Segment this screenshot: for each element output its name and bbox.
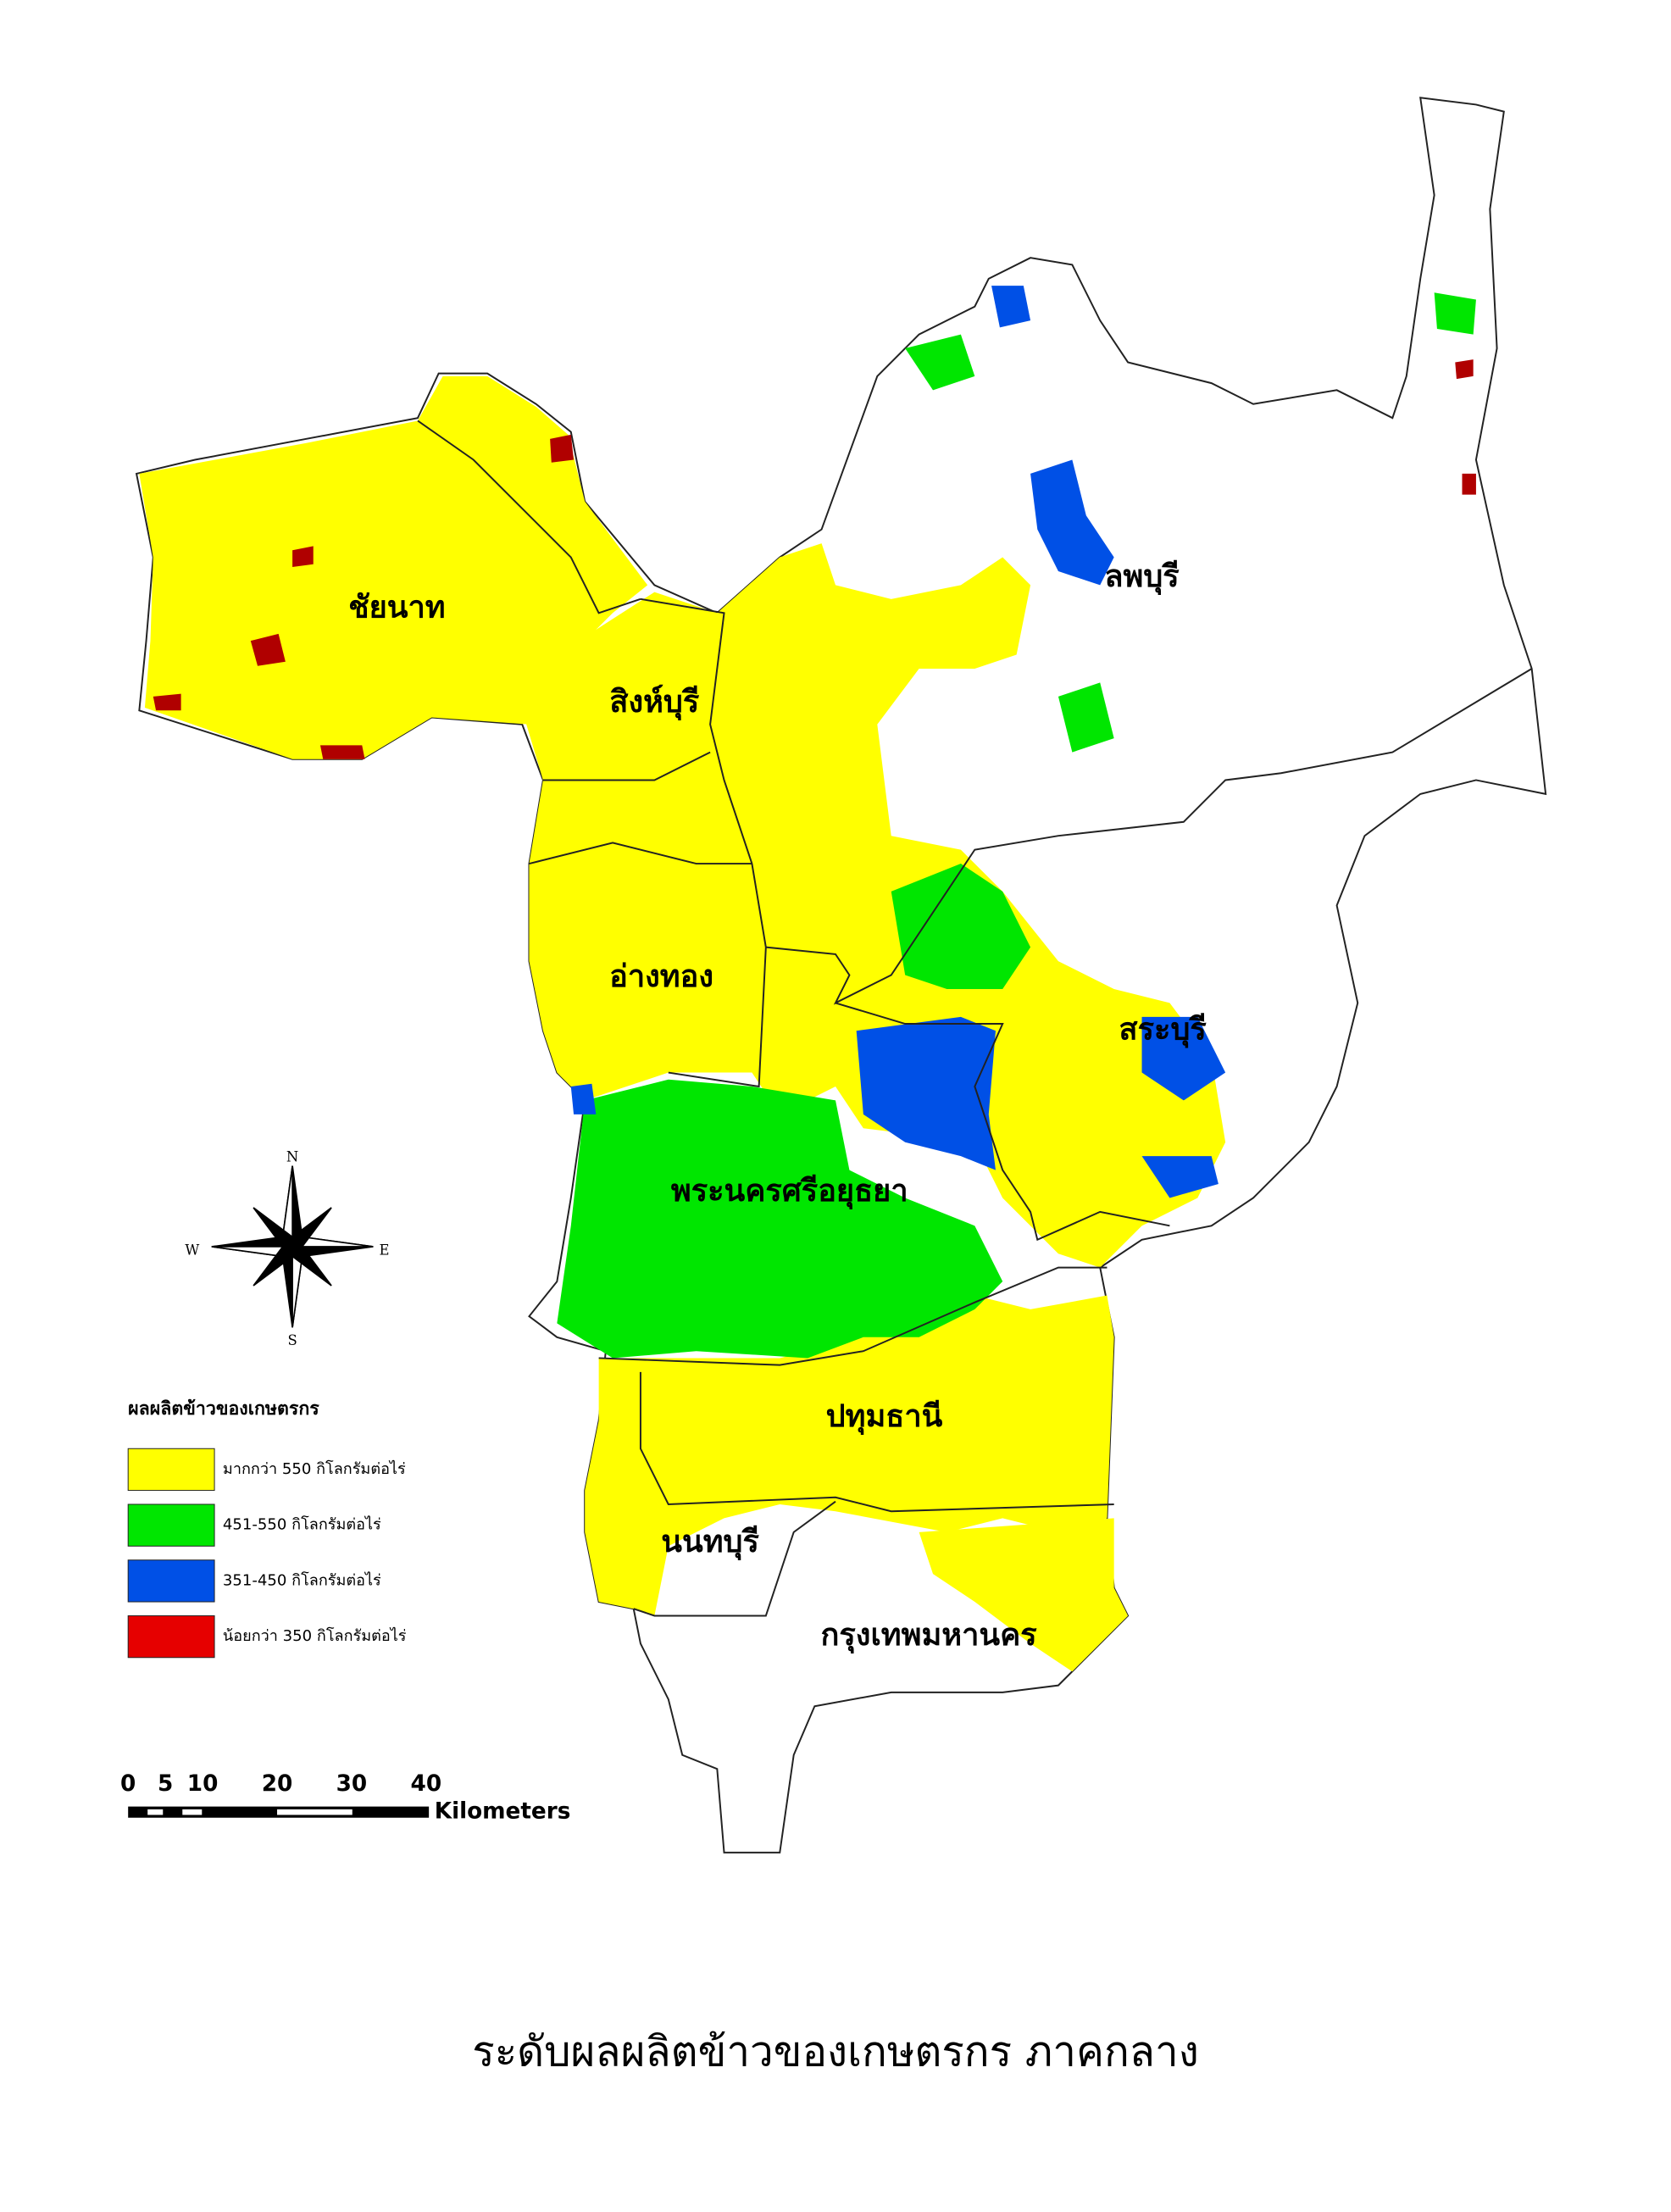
scale-bar: Kilometers 0 5 10 20 30 40 bbox=[120, 1771, 570, 1825]
boundary bbox=[529, 842, 752, 865]
area bbox=[905, 334, 975, 391]
province-boundaries bbox=[417, 420, 1533, 1617]
scale-bar-segment bbox=[277, 1809, 353, 1815]
area bbox=[550, 434, 575, 463]
legend-swatch bbox=[127, 1559, 215, 1603]
province-label: นนทบุรี bbox=[661, 1523, 759, 1561]
scale-tick-label: 40 bbox=[411, 1771, 442, 1797]
yield-mid-areas bbox=[557, 292, 1476, 1359]
province-label: อ่างทอง bbox=[609, 958, 713, 994]
yield-very-low-areas bbox=[153, 359, 1476, 759]
scale-tick-label: 0 bbox=[120, 1771, 136, 1797]
scale-tick-label: 30 bbox=[336, 1771, 368, 1797]
scale-tick-label: 10 bbox=[187, 1771, 219, 1797]
province-label: ชัยนาท bbox=[348, 588, 446, 625]
legend-title: ผลผลิตข้าวของเกษตรกร bbox=[128, 1398, 319, 1420]
boundary bbox=[633, 1500, 836, 1617]
compass-label: S bbox=[287, 1332, 297, 1348]
legend-swatch bbox=[127, 1503, 215, 1547]
area bbox=[1141, 1016, 1226, 1101]
boundary bbox=[598, 1266, 1108, 1366]
scale-tick-label: 20 bbox=[262, 1771, 293, 1797]
area bbox=[991, 286, 1031, 328]
scale-tick-label: 5 bbox=[158, 1771, 173, 1797]
area bbox=[1462, 473, 1476, 495]
province-label: สระบุรี bbox=[1119, 1010, 1207, 1048]
boundary bbox=[668, 947, 767, 1088]
compass: N S E W bbox=[185, 1148, 389, 1348]
boundary bbox=[542, 751, 711, 781]
area bbox=[319, 745, 365, 759]
province-label: พระนครศรีอยุธยา bbox=[671, 1172, 908, 1210]
scale-bar-segment bbox=[182, 1809, 203, 1815]
scale-unit: Kilometers bbox=[435, 1799, 571, 1825]
area bbox=[585, 1295, 1114, 1616]
area bbox=[526, 543, 1226, 1268]
area bbox=[919, 1518, 1129, 1672]
area bbox=[292, 546, 314, 568]
area bbox=[1141, 1156, 1219, 1198]
boundary bbox=[417, 420, 641, 614]
province-label: ลพบุรี bbox=[1104, 558, 1180, 596]
compass-label: E bbox=[380, 1242, 390, 1258]
province-label: สิงห์บุรี bbox=[609, 683, 699, 721]
area bbox=[1455, 359, 1474, 380]
legend-label: 351-450 กิโลกรัมต่อไร่ bbox=[223, 1570, 381, 1589]
area bbox=[1434, 292, 1476, 335]
compass-star bbox=[253, 1207, 332, 1287]
legend-label: น้อยกว่า 350 กิโลกรัมต่อไร่ bbox=[223, 1626, 407, 1645]
area bbox=[250, 633, 286, 666]
boundary bbox=[639, 1371, 1114, 1513]
area bbox=[570, 1083, 597, 1114]
area bbox=[557, 1079, 1003, 1359]
province-label: กรุงเทพมหานคร bbox=[821, 1616, 1038, 1654]
area bbox=[891, 864, 1031, 989]
legend-label: มากกว่า 550 กิโลกรัมต่อไร่ bbox=[223, 1459, 406, 1478]
boundary bbox=[835, 1002, 1170, 1242]
area bbox=[1030, 459, 1114, 586]
legend: ผลผลิตข้าวของเกษตรกร มากกว่า 550 กิโลกรั… bbox=[127, 1398, 407, 1659]
boundary bbox=[765, 668, 1533, 1005]
area bbox=[153, 693, 181, 711]
scale-bar-segment bbox=[147, 1809, 164, 1815]
yield-low-areas bbox=[570, 286, 1226, 1198]
legend-swatch bbox=[127, 1615, 215, 1659]
boundary bbox=[640, 597, 767, 948]
compass-label: N bbox=[286, 1148, 298, 1164]
caption: ระดับผลผลิตข้าวของเกษตรกร ภาคกลาง bbox=[472, 2027, 1199, 2076]
legend-swatch bbox=[127, 1448, 215, 1492]
compass-label: W bbox=[185, 1242, 199, 1258]
area bbox=[856, 1016, 996, 1170]
province-label: ปทุมธานี bbox=[826, 1398, 943, 1436]
area bbox=[1058, 682, 1114, 753]
legend-label: 451-550 กิโลกรัมต่อไร่ bbox=[223, 1515, 381, 1534]
